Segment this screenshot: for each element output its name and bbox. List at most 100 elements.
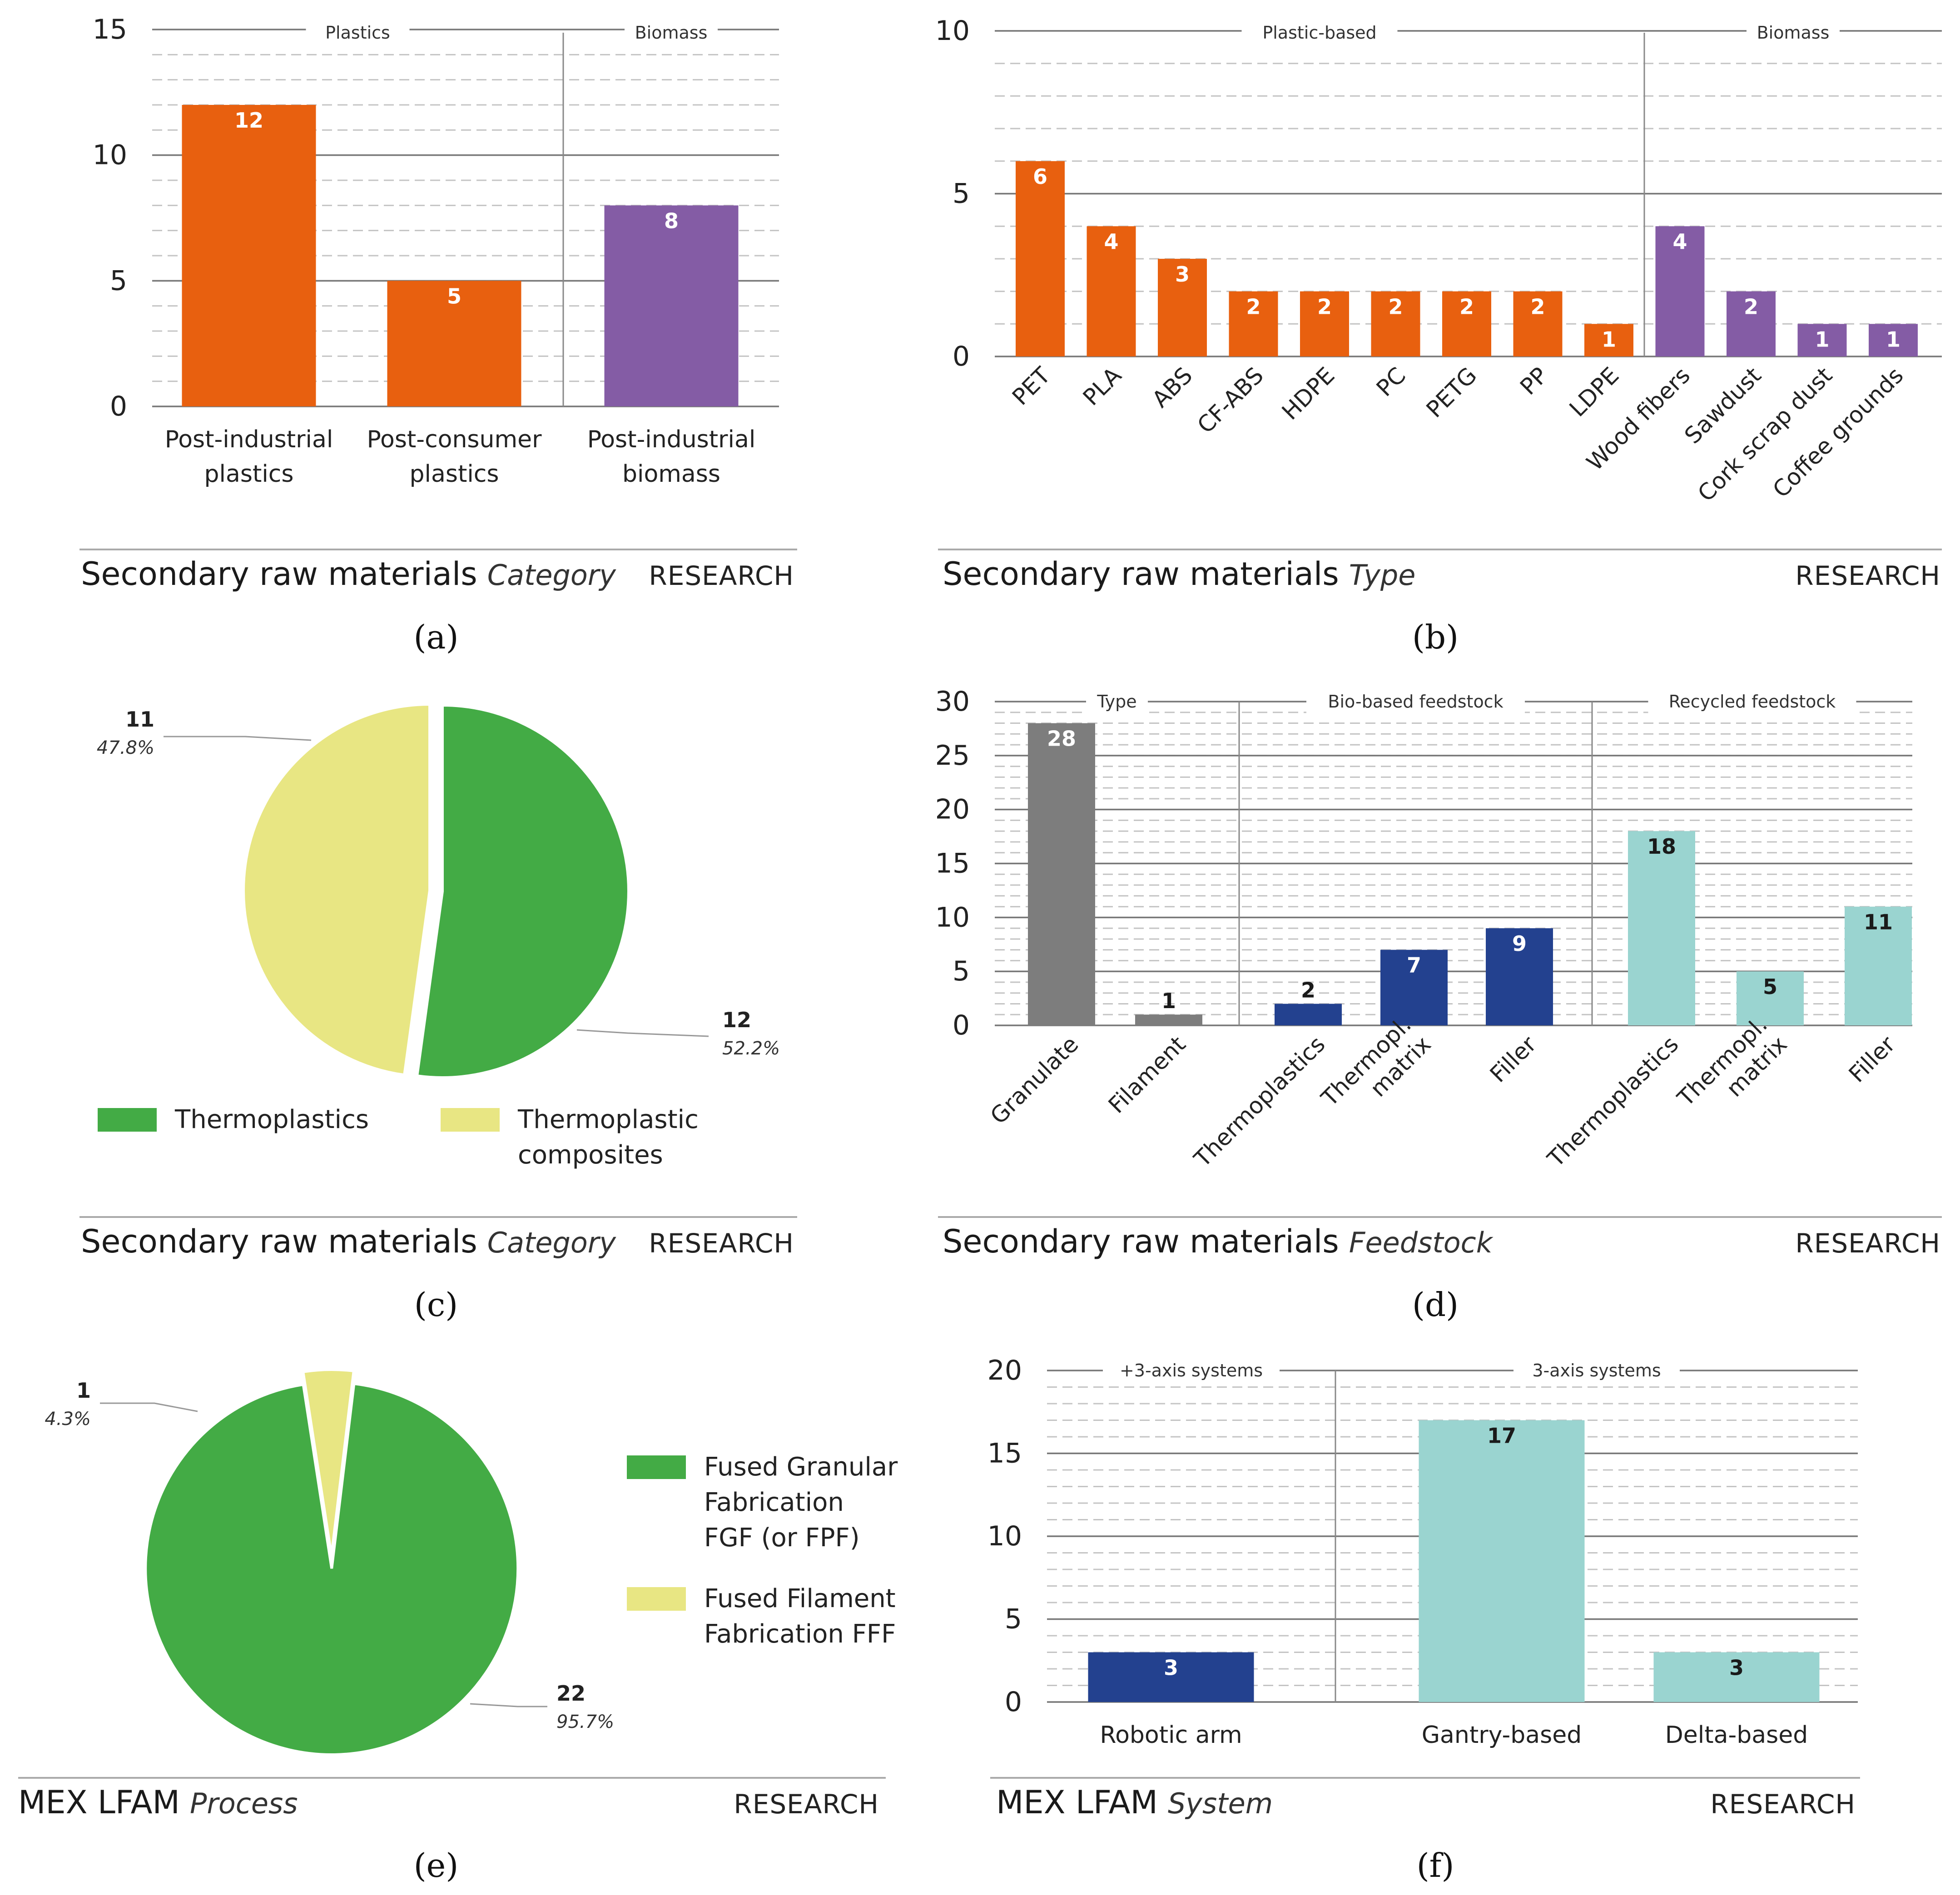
bar (1869, 324, 1918, 356)
bar-value-label: 2 (1246, 295, 1260, 319)
leader-line (100, 1402, 198, 1412)
y-tick-label: 5 (1005, 1603, 1022, 1635)
category-label: Filler (1485, 1031, 1542, 1088)
group-label: Plastic-based (1262, 23, 1376, 43)
pie-slice (144, 1382, 520, 1756)
y-tick-label: 25 (935, 740, 970, 772)
bar (1088, 1652, 1254, 1702)
bar-value-label: 1 (1602, 327, 1616, 351)
research-label: RESEARCH (1795, 1228, 1940, 1259)
bar-value-label: 1 (1886, 327, 1900, 351)
bar (1300, 291, 1349, 356)
category-label: Gantry-based (1422, 1722, 1582, 1749)
legend-swatch (441, 1108, 500, 1132)
category-label: LDPE (1564, 362, 1624, 422)
panel-letter: (a) (413, 618, 458, 656)
bar (1016, 161, 1065, 356)
bar (1845, 906, 1912, 1025)
y-tick-label: 15 (987, 1438, 1022, 1469)
group-label-bg (1086, 689, 1148, 714)
bar-value-label: 3 (1729, 1656, 1744, 1680)
bar-value-label: 4 (1672, 229, 1687, 254)
category-label: PETG (1421, 362, 1482, 423)
panel-title: Secondary raw materials Category (81, 555, 616, 593)
panel-title: Secondary raw materials Type (943, 555, 1415, 593)
footer-f: MEX LFAM System RESEARCH (f) (990, 1777, 1860, 1885)
y-tick-label: 20 (987, 1355, 1022, 1386)
panel-letter: (d) (1412, 1286, 1459, 1324)
category-label: plastics (410, 460, 499, 488)
bar (1486, 928, 1553, 1025)
category-label: Granulate (985, 1031, 1084, 1129)
category-label: PET (1007, 362, 1056, 411)
category-label: Post-consumer (367, 426, 542, 453)
group-label: Bio-based feedstock (1328, 692, 1503, 712)
pie-slice (242, 703, 432, 1077)
leader-line (576, 1029, 709, 1037)
slice-count-label: 22 (556, 1681, 586, 1706)
bar-value-label: 28 (1047, 727, 1076, 751)
footer-a: Secondary raw materials Category RESEARCH (… (79, 549, 797, 656)
bar (604, 205, 739, 406)
group-label-bg (1241, 20, 1398, 45)
bar-value-label: 3 (1164, 1656, 1178, 1680)
panel-title: MEX LFAM Process (18, 1784, 298, 1821)
y-tick-label: 10 (93, 139, 127, 171)
panel-title-sub: Feedstock (1349, 1226, 1494, 1259)
pie-chart-e: 22 95.7% 1 4.3% Fused Granular Fabrication FGF… (45, 1368, 898, 1756)
slice-count-label: 12 (722, 1008, 751, 1032)
slice-count-label: 1 (76, 1378, 91, 1403)
y-tick-label: 10 (987, 1520, 1022, 1552)
footer-d: Secondary raw materials Feedstock RESEARCH… (938, 1216, 1942, 1324)
panel-title-sub: Category (487, 559, 617, 592)
group-label: Biomass (1757, 23, 1830, 43)
legend-label: Fused Granular (704, 1452, 898, 1482)
slice-percent-label: 4.3% (45, 1409, 91, 1430)
legend-label: Fabrication FFF (704, 1619, 896, 1649)
category-label: Coffee grounds (1768, 362, 1909, 503)
category-label: ABS (1147, 362, 1197, 412)
panel-title: Secondary raw materials Feedstock (943, 1223, 1494, 1260)
group-label-bg (306, 20, 410, 45)
bar (1028, 723, 1095, 1025)
bar (1442, 291, 1491, 356)
bar-value-label: 11 (1864, 910, 1893, 935)
legend-swatch (627, 1587, 686, 1611)
bar-value-label: 2 (1301, 978, 1315, 1002)
legend-label: Thermoplastic (517, 1105, 699, 1134)
bar-value-label: 1 (1161, 989, 1176, 1013)
bar (1628, 831, 1695, 1025)
bar (1737, 971, 1804, 1025)
bar (1275, 1004, 1342, 1025)
group-label-bg (1103, 1358, 1280, 1383)
category-label: Delta-based (1665, 1722, 1808, 1749)
category-label: Cork scrap dust (1693, 362, 1837, 506)
y-tick-label: 0 (953, 1009, 970, 1041)
bar-chart-b: 0 5 10 Plastic-based Biomass 6 PET 4 PLA 3 ABS 2 CF-… (935, 15, 1942, 507)
pie-slice (415, 703, 630, 1079)
bar-value-label: 5 (1763, 975, 1777, 999)
footer-e: MEX LFAM Process RESEARCH (e) (18, 1777, 886, 1885)
category-label: Post-industrial (165, 426, 333, 453)
panel-letter: (e) (414, 1846, 459, 1885)
legend-label: Fabrication (704, 1488, 844, 1517)
y-tick-label: 0 (953, 341, 970, 372)
bar (1371, 291, 1420, 356)
category-label: Thermoplastics (1542, 1031, 1683, 1172)
legend-label: Thermoplastics (174, 1105, 369, 1134)
group-label-bg (1648, 689, 1856, 714)
bar (1087, 226, 1136, 356)
bar-chart-f: 0 5 10 15 20 +3-axis systems 3-axis systems 3 Ro… (987, 1355, 1858, 1749)
category-label: plastics (204, 460, 294, 488)
footer-c: Secondary raw materials Category RESEARCH (… (79, 1216, 797, 1324)
bar (1513, 291, 1563, 356)
y-tick-label: 10 (935, 15, 970, 47)
category-label: PLA (1078, 362, 1126, 411)
bar (1135, 1014, 1202, 1025)
bar-value-label: 18 (1647, 834, 1676, 859)
category-label: Thermoplastics (1189, 1031, 1330, 1172)
panel-letter: (b) (1412, 618, 1459, 656)
bar-value-label: 3 (1175, 262, 1190, 287)
legend-label: FGF (or FPF) (704, 1523, 860, 1553)
